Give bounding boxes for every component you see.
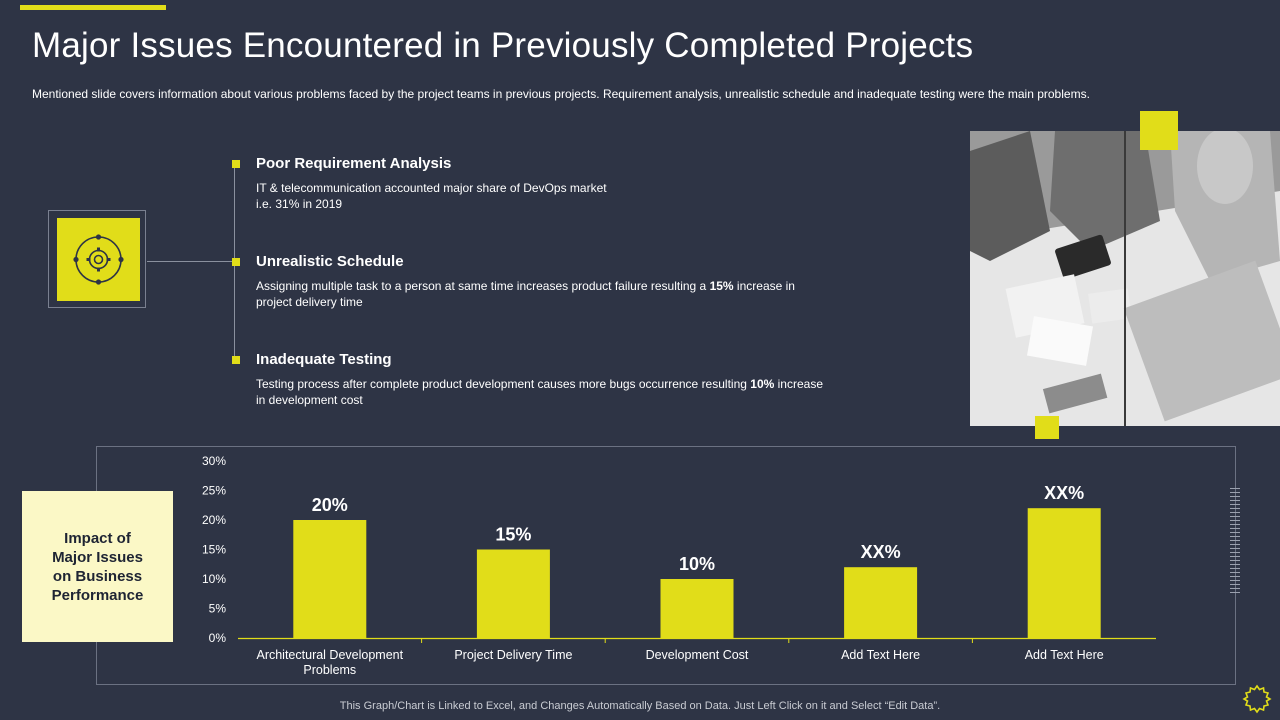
bar-data-label: XX% (861, 542, 901, 562)
impact-label-box: Impact of Major Issues on Business Perfo… (22, 491, 173, 642)
x-category-label: Project Delivery Time (454, 648, 572, 662)
bullet-square (232, 356, 240, 364)
x-category-label-line: Add Text Here (841, 648, 920, 662)
x-category-label-line: Add Text Here (1025, 648, 1104, 662)
issue-description-line: IT & telecommunication accounted major s… (256, 181, 607, 195)
issue-highlight-value: 10% (750, 377, 775, 391)
issue-description-text: Assigning multiple task to a person at s… (256, 279, 710, 293)
y-tick-label: 25% (202, 484, 226, 498)
issue-description-line: project delivery time (256, 295, 363, 309)
issue-description: Assigning multiple task to a person at s… (256, 278, 886, 310)
x-category-label: Add Text Here (841, 648, 920, 662)
x-category-label: Architectural Development Problems (256, 648, 403, 677)
x-category-label: Development Cost (646, 648, 749, 662)
impact-label: Impact of Major Issues on Business Perfo… (51, 529, 144, 604)
bar (1027, 508, 1101, 638)
issue-description-line: i.e. 31% in 2019 (256, 197, 343, 211)
issue-description: IT & telecommunication accounted major s… (256, 180, 876, 212)
issue-highlight-value: 15% (709, 279, 734, 293)
x-category-label-line: Problems (303, 663, 356, 677)
x-category-label-line: Architectural Development (256, 648, 403, 662)
y-tick-label: 10% (202, 572, 226, 586)
y-tick-label: 30% (202, 454, 226, 468)
issue-icon-box (57, 218, 140, 301)
y-tick-label: 5% (209, 602, 227, 616)
bar (660, 579, 734, 638)
bar (293, 520, 367, 638)
connector-line (147, 261, 235, 262)
x-category-label-line: Development Cost (646, 648, 749, 662)
issue-icon-frame (48, 210, 146, 308)
bar (476, 549, 550, 638)
issue-description-text: increase (774, 377, 823, 391)
issue-heading: Unrealistic Schedule (256, 253, 404, 270)
issue-description: Testing process after complete product d… (256, 376, 916, 408)
issue-description-text: increase in (733, 279, 795, 293)
bar-data-label: 10% (679, 554, 715, 574)
issue-description-line: in development cost (256, 393, 363, 407)
footnote: This Graph/Chart is Linked to Excel, and… (339, 700, 941, 712)
bar (844, 567, 918, 638)
accent-square (1140, 111, 1178, 150)
bar-data-label: 15% (495, 525, 531, 545)
page-subtitle: Mentioned slide covers information about… (32, 87, 1090, 101)
issue-heading: Inadequate Testing (256, 351, 392, 368)
issue-heading: Poor Requirement Analysis (256, 155, 452, 172)
issue-description-text: Testing process after complete product d… (256, 377, 751, 391)
bar-data-label: 20% (312, 495, 348, 515)
bullet-square (232, 160, 240, 168)
bar-data-label: XX% (1044, 483, 1084, 503)
gear-cycle-icon (73, 234, 124, 285)
photo-illustration (970, 131, 1280, 426)
gear-outline-icon (1242, 684, 1272, 714)
x-category-label-line: Project Delivery Time (454, 648, 572, 662)
bullet-square (232, 258, 240, 266)
accent-square (1035, 416, 1059, 439)
y-tick-label: 0% (209, 631, 227, 645)
page-title: Major Issues Encountered in Previously C… (32, 26, 974, 65)
team-meeting-photo (970, 131, 1280, 426)
x-category-label: Add Text Here (1025, 648, 1104, 662)
y-tick-label: 15% (202, 543, 226, 557)
top-accent-bar (20, 5, 166, 10)
y-tick-label: 20% (202, 513, 226, 527)
scroll-indicator[interactable] (1230, 488, 1240, 596)
